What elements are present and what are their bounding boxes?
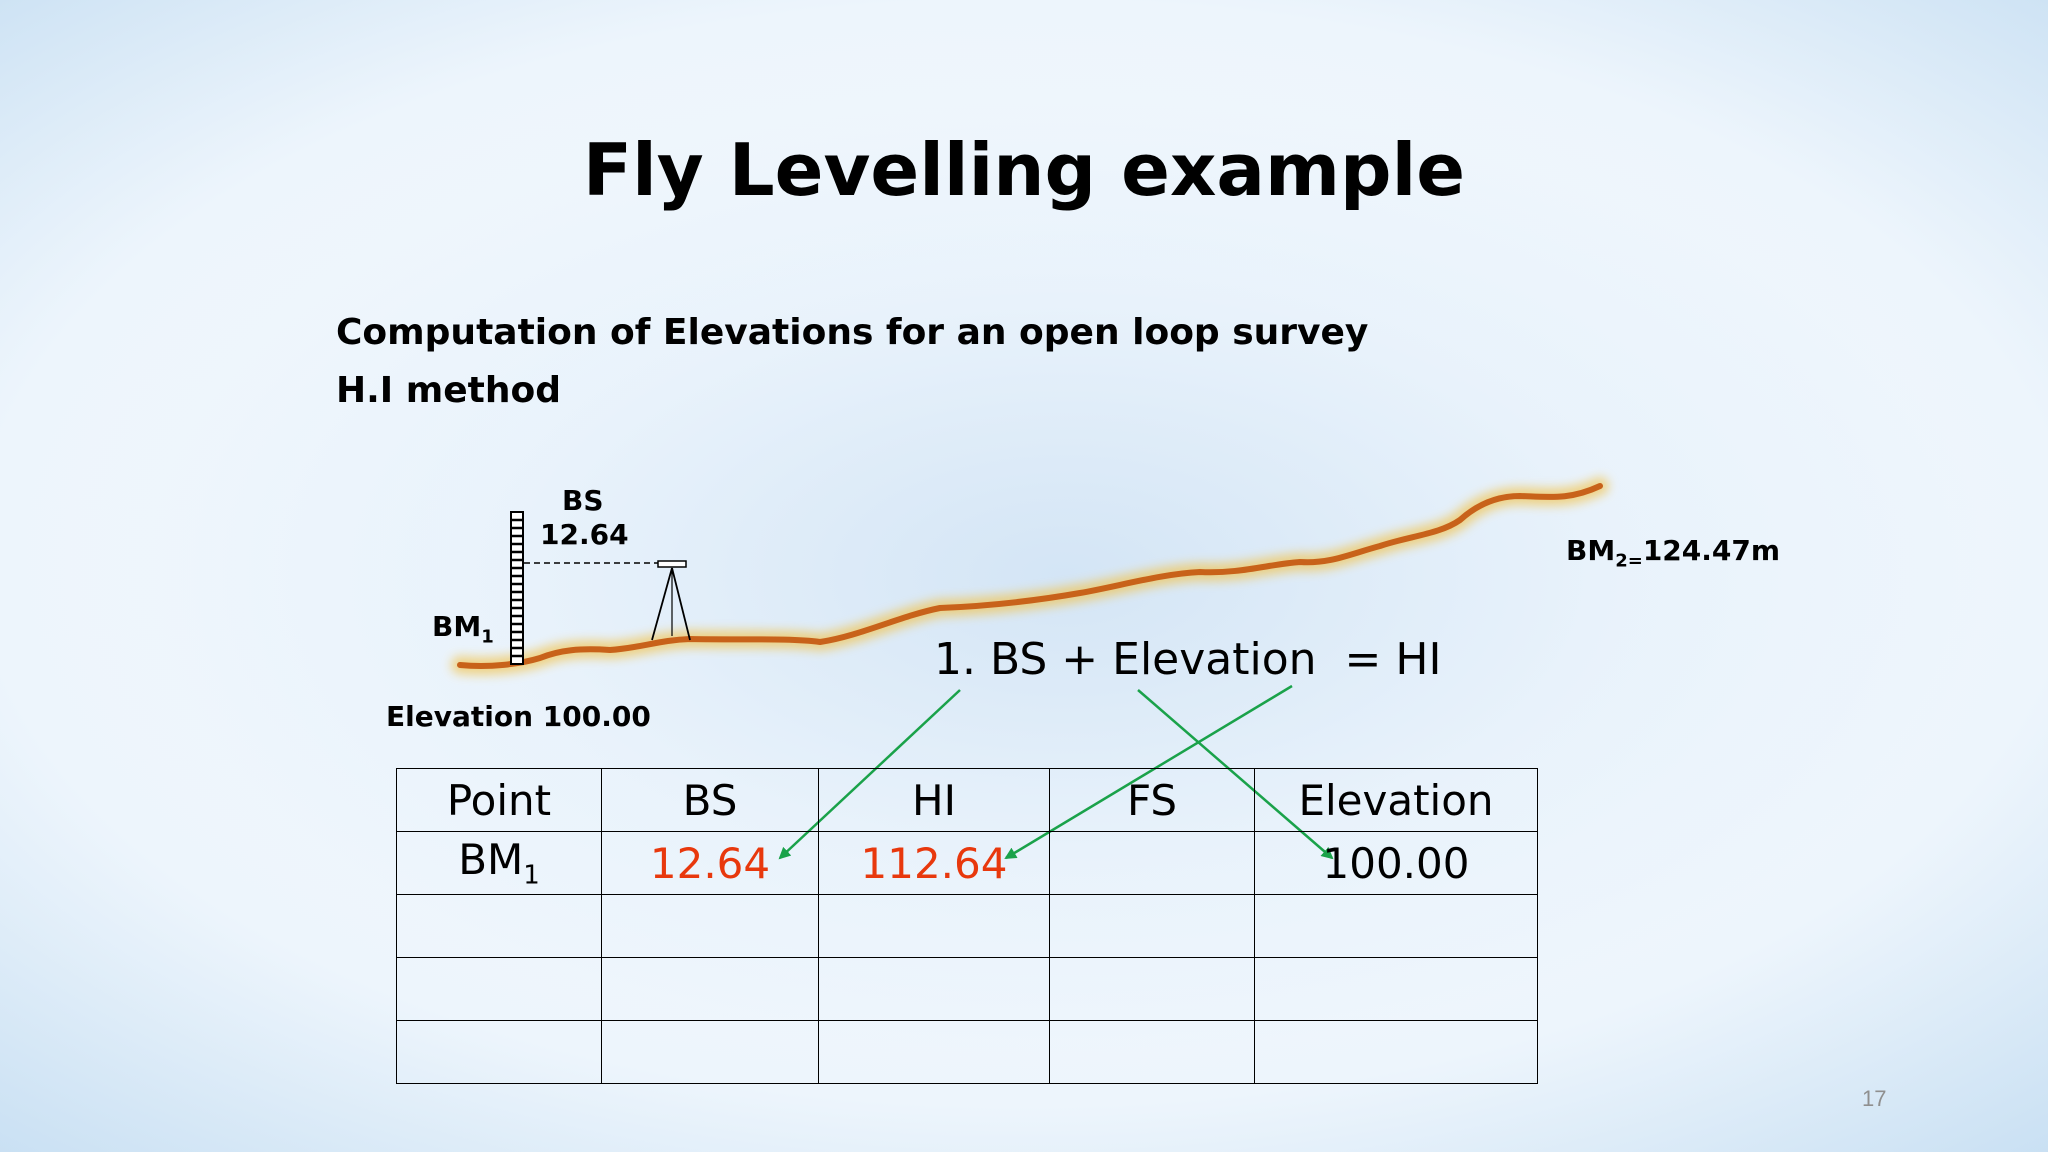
cell-elevation: 100.00 (1254, 831, 1538, 895)
cell-hi (818, 1020, 1050, 1084)
bm1-label: BM1 (432, 610, 494, 648)
slide-title: Fly Levelling example (582, 128, 1466, 212)
subtitle-method: H.I method (336, 370, 561, 411)
cell-bs: 12.64 (601, 831, 819, 895)
table-row (396, 957, 1538, 1021)
bm2-label: BM2=124.47m (1566, 534, 1781, 572)
levelling-staff-icon (510, 511, 524, 665)
hi-equation: 1. BS + Elevation = HI (934, 634, 1442, 685)
cell-hi (818, 894, 1050, 958)
cell-hi (818, 957, 1050, 1021)
cell-bs (601, 957, 819, 1021)
cell-elevation (1254, 957, 1538, 1021)
cell-point (396, 1020, 602, 1084)
table-row (396, 1020, 1538, 1084)
level-instrument-icon (651, 560, 691, 641)
header-hi: HI (818, 768, 1050, 832)
header-elevation: Elevation (1254, 768, 1538, 832)
start-elevation-label: Elevation 100.00 (386, 700, 651, 733)
bs-value: 12.64 (540, 518, 629, 551)
cell-elevation (1254, 894, 1538, 958)
table-row: BM1 12.64 112.64 100.00 (396, 831, 1538, 895)
cell-point: BM1 (396, 831, 602, 895)
header-fs: FS (1049, 768, 1255, 832)
cell-fs (1049, 831, 1255, 895)
cell-elevation (1254, 1020, 1538, 1084)
table-row (396, 894, 1538, 958)
cell-hi: 112.64 (818, 831, 1050, 895)
subtitle-computation: Computation of Elevations for an open lo… (336, 312, 1369, 353)
cell-point (396, 957, 602, 1021)
levelling-table: Point BS HI FS Elevation BM1 12.64 112.6… (396, 768, 1538, 1084)
cell-fs (1049, 957, 1255, 1021)
bs-label: BS (562, 484, 604, 517)
table-header-row: Point BS HI FS Elevation (396, 768, 1538, 832)
header-point: Point (396, 768, 602, 832)
cell-point (396, 894, 602, 958)
cell-bs (601, 894, 819, 958)
cell-fs (1049, 894, 1255, 958)
cell-fs (1049, 1020, 1255, 1084)
cell-bs (601, 1020, 819, 1084)
header-bs: BS (601, 768, 819, 832)
page-number: 17 (1862, 1086, 1887, 1111)
ground-profile (457, 483, 1603, 669)
